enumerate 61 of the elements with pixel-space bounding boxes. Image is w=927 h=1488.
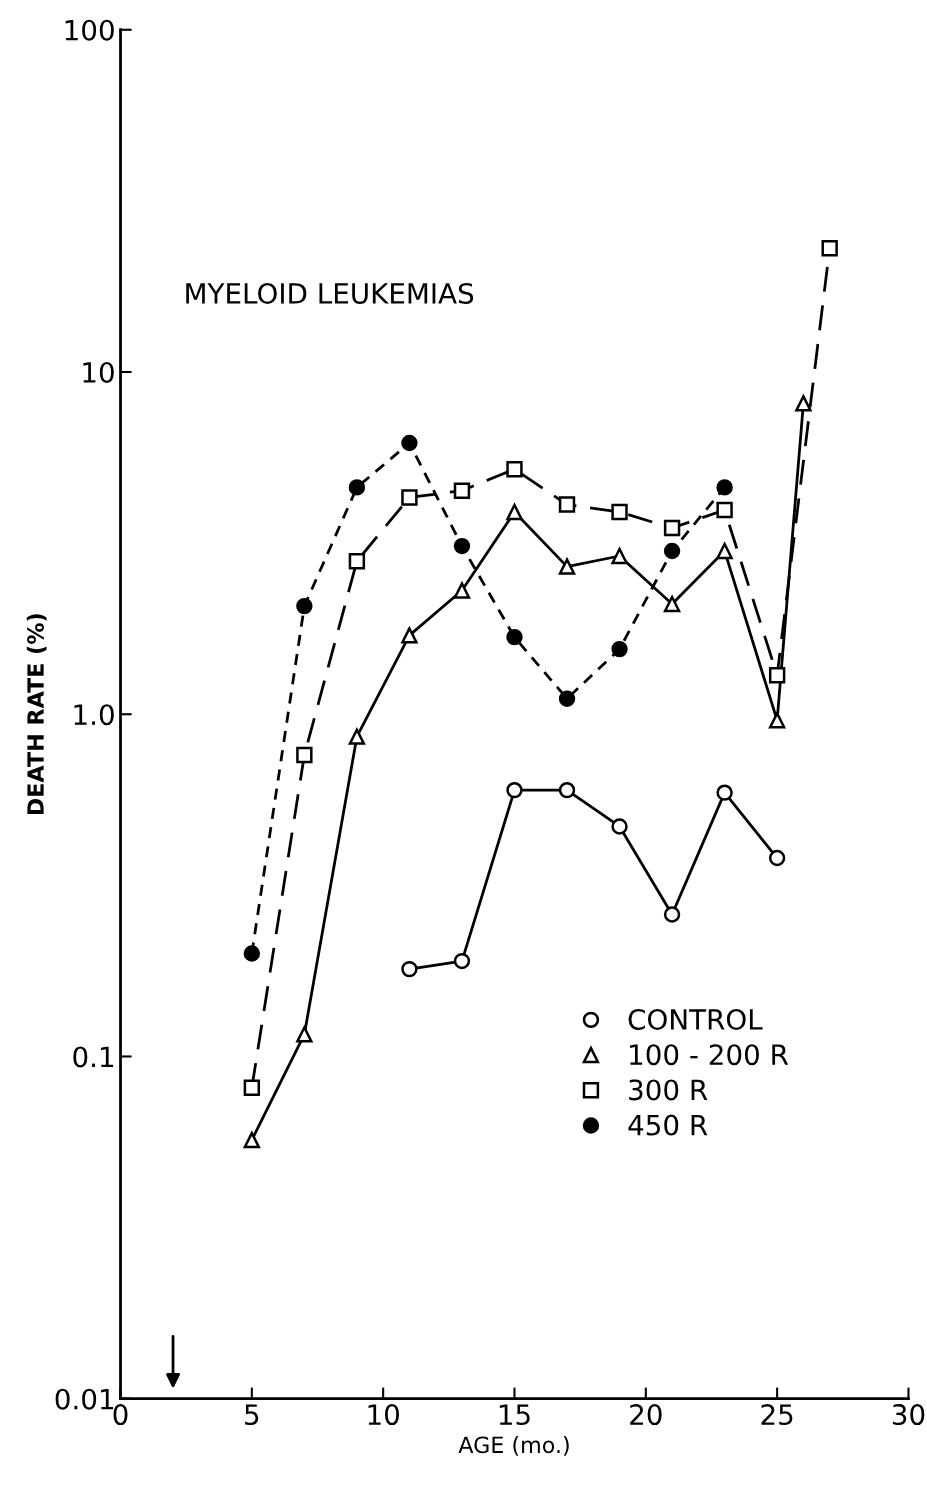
point — [453, 482, 471, 499]
point — [716, 542, 733, 560]
point — [348, 553, 366, 570]
point — [558, 558, 576, 575]
point — [663, 519, 681, 537]
point — [453, 537, 471, 555]
point — [348, 479, 366, 496]
point — [401, 960, 418, 978]
text: MYELOID LEUKEMIAS — [186, 282, 474, 304]
x-tick-label: 30 — [892, 1404, 925, 1426]
point — [821, 240, 838, 257]
point — [611, 818, 628, 835]
y-tick-label: 10 — [83, 361, 114, 383]
point — [663, 542, 681, 560]
point — [506, 628, 523, 646]
point — [506, 781, 523, 799]
point — [243, 945, 261, 962]
point — [243, 1131, 261, 1149]
y-tick-label: 1.0 — [74, 704, 114, 726]
point — [795, 395, 812, 412]
point — [716, 479, 733, 496]
y-tick-label: 100 — [65, 19, 114, 41]
x-tick-label: 10 — [368, 1404, 399, 1426]
point — [296, 1026, 313, 1043]
point — [506, 461, 523, 478]
point — [611, 547, 628, 565]
y-tick-label: 0.01 — [55, 1388, 114, 1410]
legend-label: 300 R — [629, 1079, 708, 1101]
point — [401, 434, 418, 452]
point — [716, 501, 733, 519]
point — [768, 712, 786, 729]
point — [716, 784, 733, 801]
y-tick-label: 0.1 — [73, 1046, 114, 1068]
point — [611, 640, 628, 658]
point — [296, 746, 313, 764]
x-tick-label: 25 — [761, 1404, 793, 1426]
point — [453, 582, 471, 599]
point — [558, 496, 576, 513]
point — [768, 849, 786, 867]
x-axis-title: AGE (mo.) — [458, 1436, 569, 1456]
point — [663, 906, 681, 923]
point — [401, 627, 418, 644]
x-tick-label: 0 — [113, 1404, 128, 1426]
legend-label: 100 - 200 R — [630, 1044, 789, 1066]
point — [296, 597, 313, 615]
legend-label: 450 R — [628, 1114, 708, 1136]
point — [558, 690, 576, 707]
point — [453, 952, 471, 970]
y-axis-title: DEATH RATE (%) — [26, 614, 47, 815]
point — [348, 728, 366, 745]
point — [611, 503, 628, 521]
point — [768, 667, 786, 684]
point — [243, 1079, 261, 1096]
point — [558, 781, 576, 799]
point — [506, 503, 523, 521]
x-tick-label: 15 — [499, 1404, 530, 1426]
x-tick-label: 20 — [630, 1404, 662, 1426]
legend-label: CONTROL — [628, 1008, 763, 1030]
point — [401, 489, 418, 506]
x-tick-label: 5 — [245, 1404, 259, 1426]
point — [663, 595, 681, 613]
